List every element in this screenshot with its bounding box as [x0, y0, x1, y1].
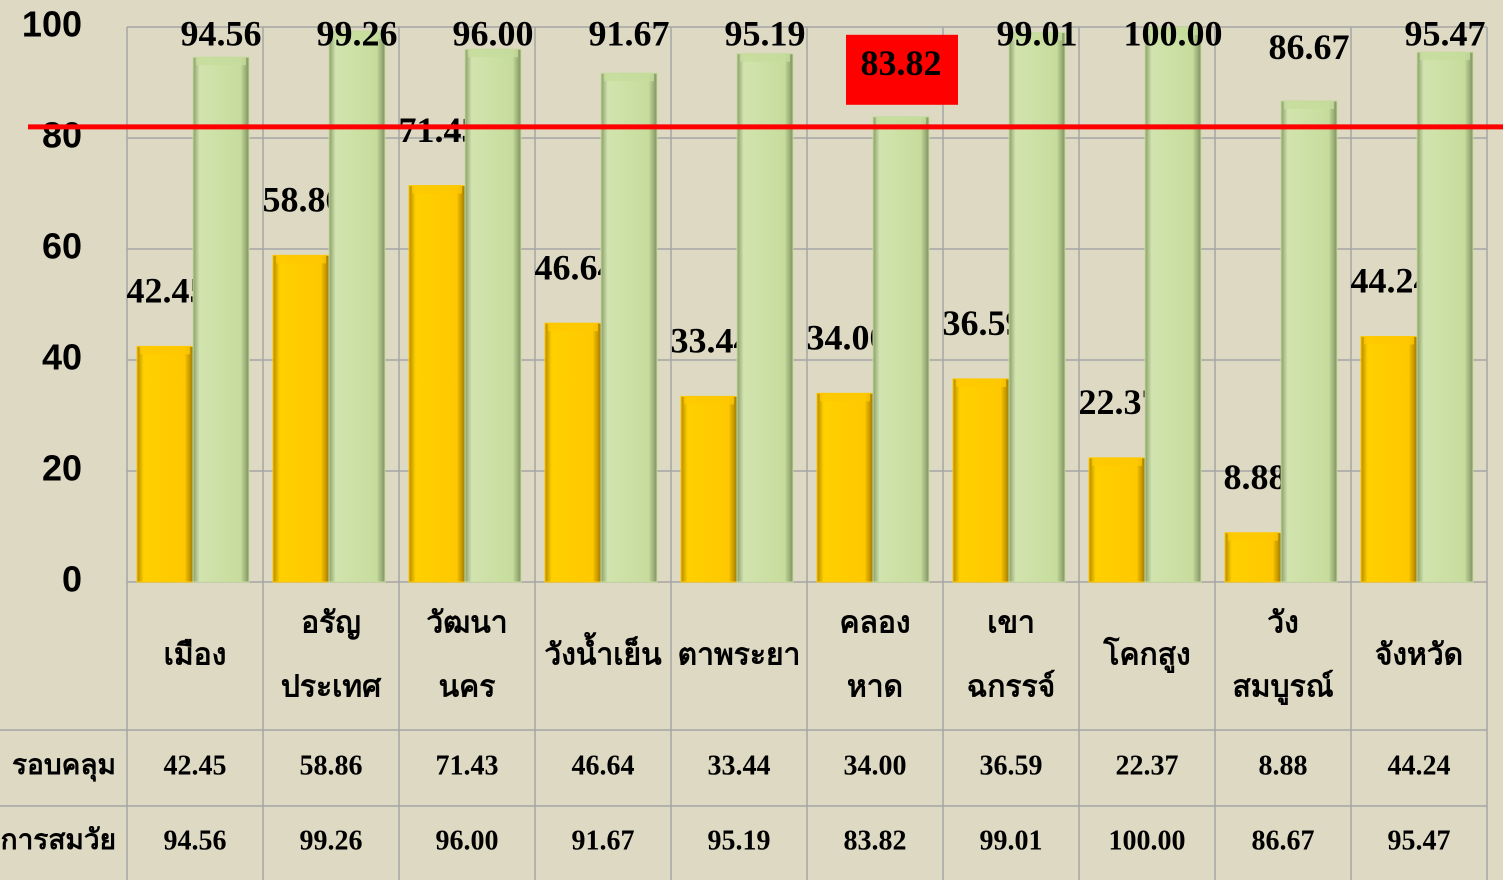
x-tick-label: เมือง: [164, 638, 227, 673]
x-tick-label: คลอง: [839, 606, 910, 641]
bar-top: [604, 73, 654, 82]
table-cell: 83.82: [844, 825, 907, 856]
data-label: 91.67: [589, 13, 670, 53]
bar-top: [876, 116, 926, 125]
y-tick-label: 60: [42, 226, 82, 267]
x-tick-label: จังหวัด: [1375, 638, 1463, 673]
data-label: 99.26: [317, 13, 398, 53]
table-cell: 95.47: [1388, 825, 1451, 856]
row-label: รอบคลุม: [12, 748, 116, 782]
table-cell: 91.67: [572, 825, 635, 856]
x-tick-label: นคร: [439, 670, 496, 705]
table-cell: 22.37: [1116, 750, 1179, 781]
x-tick-label: ประเทศ: [281, 670, 382, 705]
bar: [1280, 100, 1338, 583]
bar-top: [468, 49, 518, 58]
bar: [816, 392, 874, 583]
bar: [736, 53, 794, 583]
bar-top: [1420, 52, 1470, 61]
table-cell: 71.43: [436, 750, 499, 781]
data-label: 86.67: [1269, 27, 1350, 67]
bar: [1144, 26, 1202, 583]
table-cell: 99.01: [980, 825, 1043, 856]
bar: [680, 395, 738, 583]
data-label: 96.00: [453, 13, 534, 53]
data-label: 95.47: [1405, 13, 1486, 53]
bar-top: [740, 53, 790, 62]
x-tick-label: วัง: [1267, 606, 1299, 641]
table-cell: 99.26: [300, 825, 363, 856]
bar-top: [684, 396, 734, 405]
y-tick-label: 100: [22, 4, 82, 45]
table-cell: 95.19: [708, 825, 771, 856]
bar-top: [1364, 336, 1414, 345]
bar-top: [140, 346, 190, 355]
x-tick-label: ฉกรรจ์: [967, 670, 1055, 705]
bar-top: [276, 255, 326, 264]
bar: [544, 322, 602, 583]
bar-top: [1092, 457, 1142, 466]
bar-top: [1284, 100, 1334, 109]
table-cell: 46.64: [572, 750, 635, 781]
bar: [1008, 31, 1066, 583]
table-cell: 8.88: [1259, 750, 1308, 781]
bar: [192, 56, 250, 583]
data-label: 95.19: [725, 13, 806, 53]
table-cell: 36.59: [980, 750, 1043, 781]
x-tick-label: ตาพระยา: [678, 638, 801, 673]
bar-top: [1012, 32, 1062, 41]
table-cell: 33.44: [708, 750, 771, 781]
highlight-box: [846, 34, 958, 105]
y-tick-label: 0: [62, 559, 82, 600]
bar: [464, 48, 522, 583]
table-cell: 42.45: [164, 750, 227, 781]
bar: [328, 30, 386, 583]
x-tick-label: สมบูรณ์: [1232, 670, 1333, 706]
bar: [600, 72, 658, 583]
table-cell: 96.00: [436, 825, 499, 856]
bar-top: [820, 393, 870, 402]
bar: [952, 378, 1010, 583]
x-tick-label: เขา: [987, 606, 1035, 641]
x-tick-label: โคกสูง: [1102, 636, 1190, 674]
bar: [1088, 457, 1146, 583]
bar-top: [956, 378, 1006, 387]
data-label: 99.01: [997, 13, 1078, 53]
y-tick-label: 40: [42, 337, 82, 378]
data-label: 8.88: [1224, 457, 1287, 497]
data-label: 100.00: [1124, 13, 1223, 53]
table-cell: 86.67: [1252, 825, 1315, 856]
bar: [408, 185, 466, 583]
x-tick-label: อรัญ: [301, 606, 361, 641]
x-tick-label: วัฒนา: [426, 606, 507, 641]
table-cell: 100.00: [1109, 825, 1186, 856]
table-cell: 58.86: [300, 750, 363, 781]
data-label: 94.56: [181, 13, 262, 53]
bar: [1360, 335, 1418, 583]
y-tick-label: 20: [42, 448, 82, 489]
y-tick-label: 80: [42, 115, 82, 156]
bar: [1416, 51, 1474, 583]
x-tick-label: หาด: [847, 670, 903, 705]
bar: [136, 345, 194, 583]
bar-top: [1148, 27, 1198, 35]
x-tick-label: วังน้ำเย็น: [544, 632, 662, 673]
data-label: 83.82: [861, 43, 942, 83]
bar-top: [332, 31, 382, 40]
bar-top: [1228, 532, 1278, 541]
bar: [272, 254, 330, 583]
table-cell: 44.24: [1388, 750, 1451, 781]
bar-top: [196, 57, 246, 66]
row-label: การสมวัย: [1, 823, 116, 856]
bar-top: [548, 323, 598, 332]
table-cell: 94.56: [164, 825, 227, 856]
table-cell: 34.00: [844, 750, 907, 781]
bar: [872, 116, 930, 583]
bar-top: [412, 185, 462, 194]
